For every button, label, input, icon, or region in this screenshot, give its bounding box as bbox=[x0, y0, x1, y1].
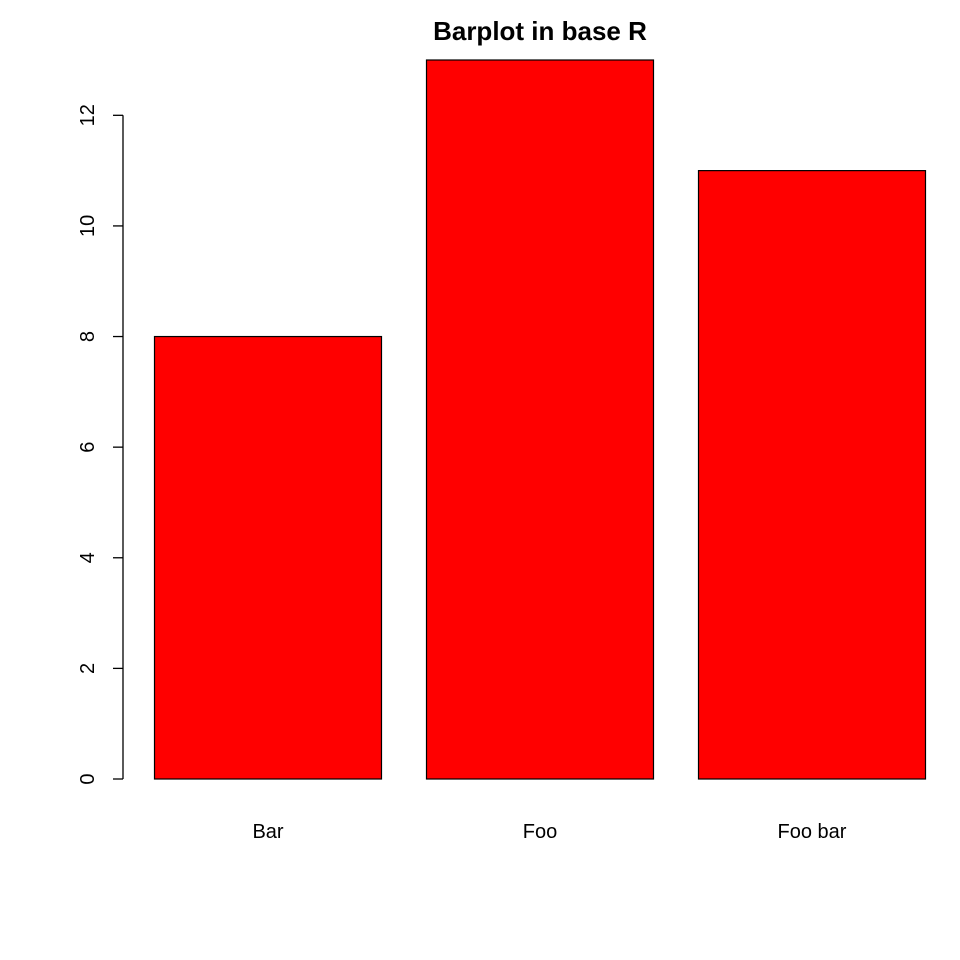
y-tick-label: 4 bbox=[77, 552, 99, 563]
x-category-label: Foo bar bbox=[778, 821, 847, 843]
y-tick-label: 12 bbox=[77, 104, 99, 126]
bars bbox=[153, 59, 927, 780]
bar-bar bbox=[153, 335, 383, 780]
x-axis-labels: Bar Foo Foo bar bbox=[252, 821, 846, 843]
y-axis: 0 2 4 6 8 10 12 bbox=[77, 104, 124, 785]
y-tick-label: 8 bbox=[77, 331, 99, 342]
bar-foo-bar bbox=[697, 170, 927, 780]
x-category-label: Bar bbox=[252, 821, 283, 843]
y-tick-label: 0 bbox=[77, 773, 99, 784]
chart-title: Barplot in base R bbox=[433, 16, 647, 46]
y-tick-label: 6 bbox=[77, 442, 99, 453]
bar-foo bbox=[425, 59, 655, 780]
x-category-label: Foo bbox=[523, 821, 557, 843]
y-tick-label: 10 bbox=[77, 215, 99, 237]
y-tick-label: 2 bbox=[77, 663, 99, 674]
